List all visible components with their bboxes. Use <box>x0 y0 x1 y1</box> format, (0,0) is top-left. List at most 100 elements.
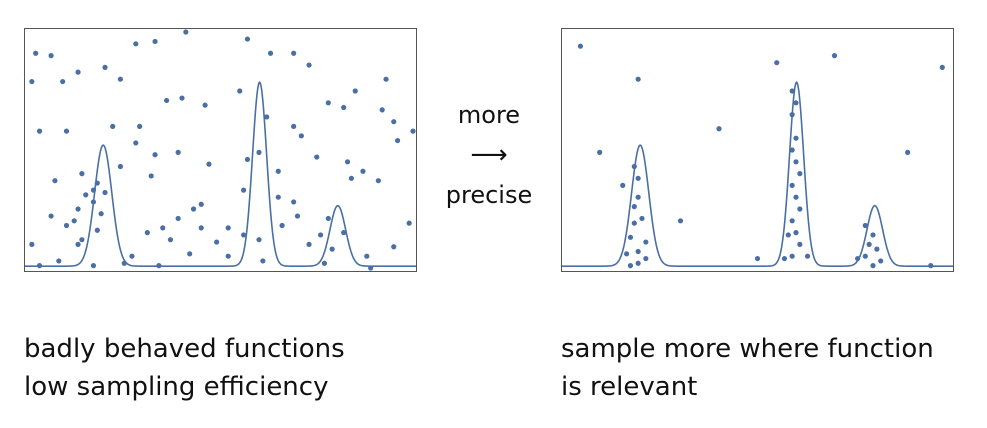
sample-point <box>241 187 247 193</box>
sample-point <box>152 152 158 158</box>
sample-point <box>160 225 166 231</box>
sample-point <box>102 64 108 70</box>
sample-point <box>179 95 185 101</box>
sample-point <box>225 225 231 231</box>
sample-point <box>348 175 354 181</box>
sample-point <box>410 128 416 134</box>
sample-point <box>117 163 123 170</box>
sample-point <box>90 263 97 269</box>
function-curve <box>562 80 953 267</box>
sample-point <box>148 173 154 179</box>
sample-point <box>63 128 70 134</box>
sample-point <box>870 232 876 238</box>
sample-point <box>874 246 880 252</box>
sample-point <box>341 104 347 111</box>
sample-point <box>344 159 351 165</box>
sample-point <box>793 230 799 236</box>
sample-point <box>643 255 649 262</box>
sample-point <box>631 163 637 170</box>
sample-point <box>206 161 212 167</box>
sample-point <box>187 251 193 257</box>
sample-point <box>325 215 331 222</box>
sample-point <box>117 76 123 82</box>
sample-point <box>774 60 780 66</box>
sample-point <box>870 263 876 269</box>
plot-uniform-sampling <box>24 28 417 272</box>
sample-point <box>291 50 297 56</box>
sample-point <box>198 201 204 207</box>
sample-point <box>360 168 366 174</box>
sample-point <box>75 206 81 212</box>
sample-point <box>79 171 85 177</box>
sample-point <box>577 43 583 49</box>
sample-point <box>635 175 641 181</box>
sample-point <box>275 168 281 174</box>
sample-point <box>318 232 324 238</box>
sample-point <box>364 253 370 259</box>
sample-point <box>635 248 641 255</box>
sample-point <box>79 237 85 243</box>
sample-point <box>102 189 108 196</box>
uniform-sampling-figure <box>25 29 416 271</box>
sample-point <box>214 239 220 245</box>
sample-point <box>190 206 197 212</box>
sample-point <box>48 213 54 219</box>
sample-point <box>797 171 803 177</box>
sample-point <box>36 263 43 269</box>
sample-point <box>225 253 231 259</box>
sample-point <box>202 102 208 108</box>
sample-point <box>797 241 803 247</box>
right-arrow-icon: ⟶ <box>470 140 508 170</box>
caption-right-line-2: is relevant <box>561 372 698 402</box>
sample-point <box>167 237 174 243</box>
sample-point <box>789 182 795 188</box>
sample-point <box>789 112 795 118</box>
sample-point <box>256 237 262 243</box>
sample-point <box>121 260 127 266</box>
sample-point <box>90 199 97 205</box>
sample-point <box>639 215 645 222</box>
sample-point <box>275 194 281 200</box>
sample-point <box>627 263 634 269</box>
sample-point <box>164 97 170 104</box>
sample-point <box>878 258 884 264</box>
transition-arrow-group: more ⟶ precise <box>430 100 548 210</box>
sample-point <box>156 263 162 269</box>
sample-point <box>260 258 266 264</box>
sample-point <box>635 76 641 82</box>
sample-point <box>279 222 285 229</box>
sample-point <box>375 178 381 184</box>
sample-point <box>63 222 70 229</box>
sample-point <box>635 260 641 266</box>
sample-point <box>133 140 139 146</box>
sample-point <box>314 154 320 160</box>
sample-point <box>152 38 158 45</box>
sample-point <box>754 255 761 262</box>
sample-point <box>793 135 799 141</box>
sample-point <box>341 230 347 236</box>
sample-point <box>862 222 868 229</box>
sample-point <box>267 50 274 56</box>
sample-point <box>789 253 795 259</box>
sample-point <box>75 241 81 247</box>
sample-point <box>294 213 301 219</box>
caption-left-line-2: low sampling efficiency <box>24 372 329 402</box>
sample-point <box>56 258 62 264</box>
caption-left-line-1: badly behaved functions <box>24 334 345 364</box>
sample-point <box>33 50 39 56</box>
arrow-bottom-label: precise <box>445 181 533 209</box>
sample-point <box>29 241 35 247</box>
sample-point <box>71 218 77 224</box>
sample-point <box>83 192 89 198</box>
sample-point <box>175 149 181 155</box>
sample-point <box>905 149 911 155</box>
adaptive-sampling-figure <box>562 43 953 269</box>
sample-point <box>379 107 385 113</box>
sample-point <box>175 215 181 222</box>
sample-point <box>198 225 204 231</box>
sample-point <box>36 128 43 134</box>
caption-right: sample more where function is relevant <box>561 330 934 406</box>
sample-point <box>793 159 799 165</box>
sample-point <box>862 253 868 259</box>
sample-point <box>306 241 312 247</box>
